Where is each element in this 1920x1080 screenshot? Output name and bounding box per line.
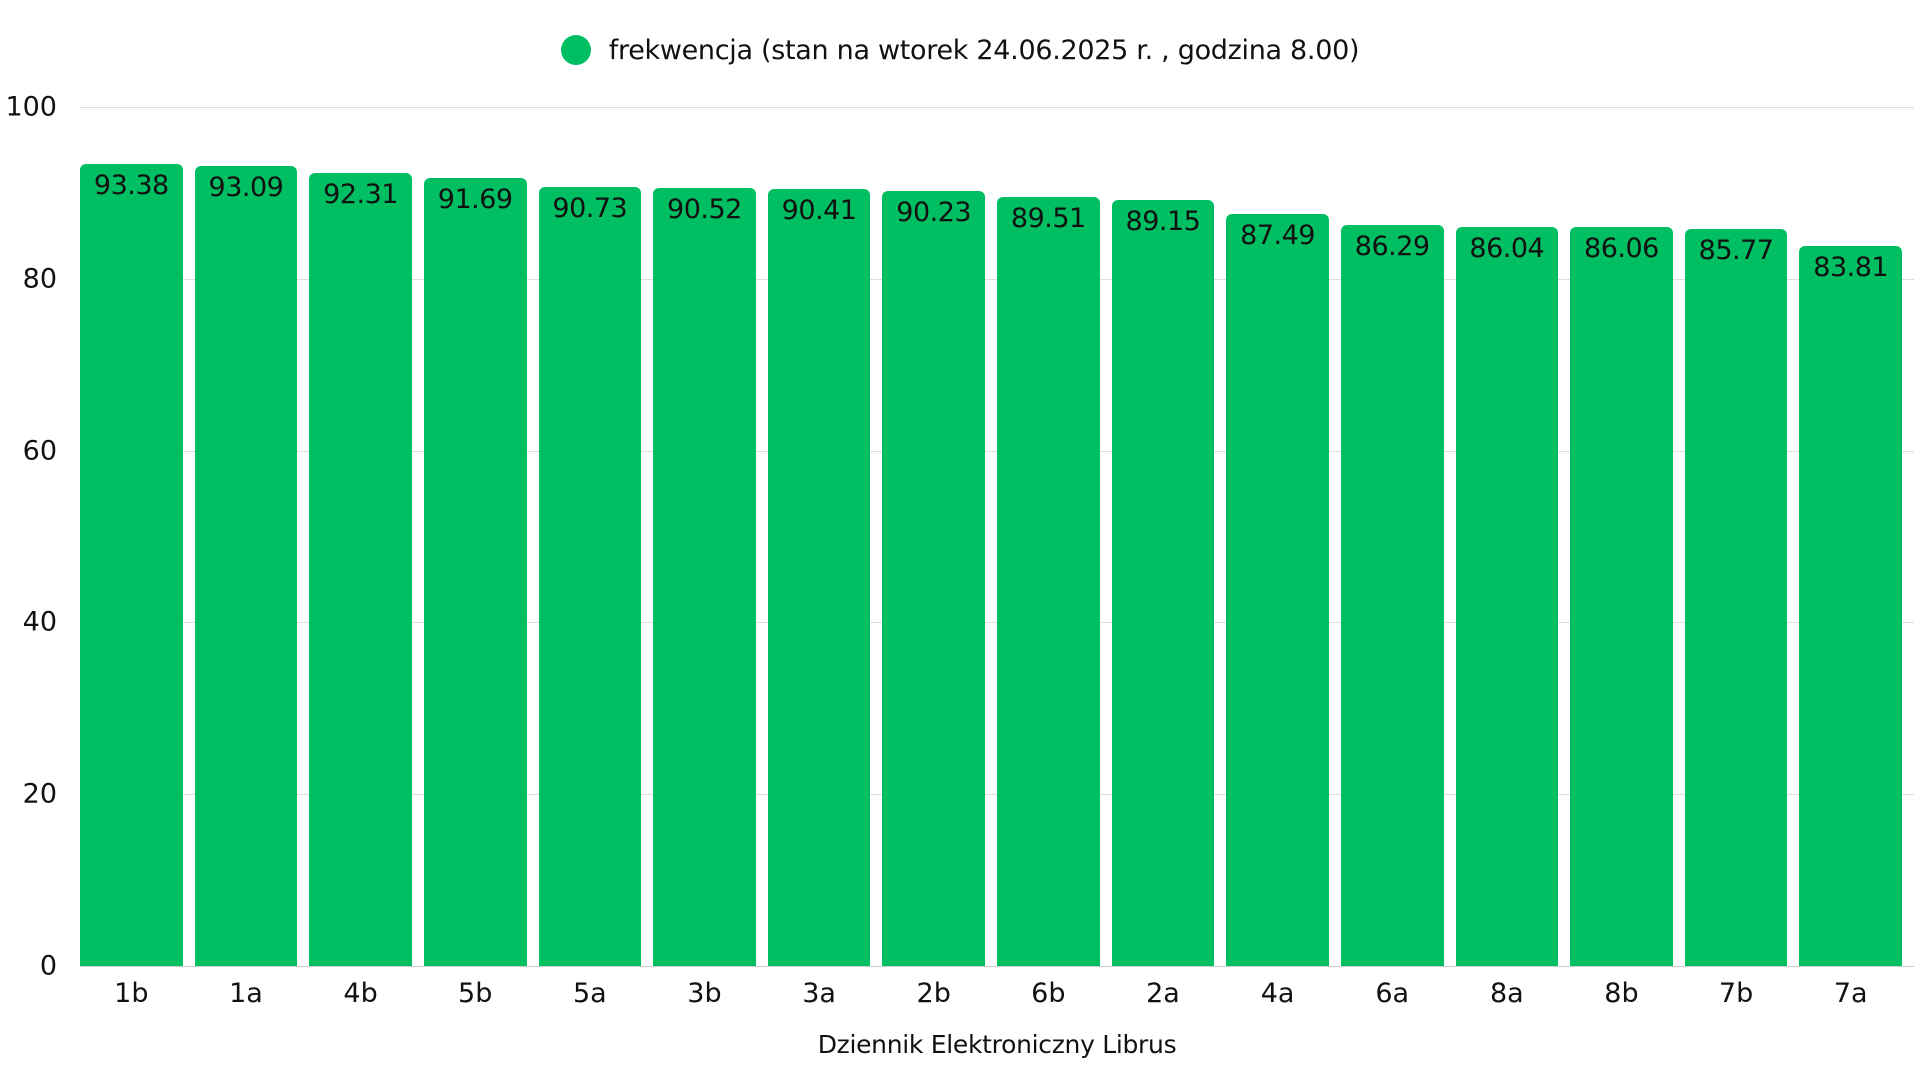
bar-4b[interactable]: 92.31 — [309, 173, 412, 966]
bar-3a[interactable]: 90.41 — [767, 189, 871, 966]
bar-6b[interactable]: 89.51 — [997, 197, 1100, 966]
y-tick-label: 60 — [22, 435, 57, 467]
bar-value-label: 90.52 — [667, 194, 742, 226]
x-tick-label: 7a — [1833, 978, 1868, 1009]
bar-7a[interactable]: 83.81 — [1799, 246, 1902, 966]
bar-value-label: 90.73 — [552, 192, 628, 224]
x-tick-label: 2b — [916, 978, 951, 1009]
plot-area: 93.38 93.09 92.31 91.69 90.73 90.52 90.41 90.23… — [80, 107, 1914, 967]
x-tick-label: 5b — [458, 978, 493, 1009]
x-tick-label: 1a — [229, 978, 263, 1009]
bar-6a[interactable]: 86.29 — [1340, 224, 1444, 966]
x-tick-label: 5a — [572, 978, 607, 1009]
x-tick-label: 1b — [114, 978, 149, 1009]
gridline — [80, 966, 1914, 967]
x-axis-title: Dziennik Elektroniczny Librus — [817, 1030, 1177, 1059]
legend-dot-icon — [560, 35, 591, 65]
x-tick-label: 8b — [1604, 978, 1639, 1009]
bar-8a[interactable]: 86.04 — [1455, 226, 1559, 966]
y-tick-label: 80 — [22, 263, 57, 295]
x-tick-label: 4b — [343, 978, 378, 1009]
x-tick-label: 6a — [1375, 978, 1410, 1009]
bar-value-label: 93.09 — [208, 172, 284, 204]
bar-value-label: 86.04 — [1469, 232, 1545, 264]
bar-value-label: 92.31 — [323, 179, 398, 211]
bar-value-label: 90.41 — [781, 195, 857, 227]
bar-3b[interactable]: 90.52 — [653, 188, 756, 966]
x-tick-label: 3b — [687, 978, 722, 1009]
y-tick-label: 20 — [22, 778, 57, 810]
bar-value-label: 93.38 — [93, 169, 169, 201]
bar-5a[interactable]: 90.73 — [538, 186, 642, 966]
x-tick-label: 3a — [802, 978, 836, 1009]
x-tick-label: 8a — [1489, 978, 1524, 1009]
x-tick-label: 4a — [1260, 978, 1295, 1009]
bar-1b[interactable]: 93.38 — [80, 163, 183, 966]
x-tick-label: 2a — [1146, 978, 1180, 1009]
bar-8b[interactable]: 86.06 — [1570, 226, 1673, 966]
x-tick-label: 7b — [1718, 978, 1754, 1009]
bar-value-label: 90.23 — [896, 196, 972, 228]
bar-7b[interactable]: 85.77 — [1684, 229, 1788, 966]
bar-value-label: 86.06 — [1584, 232, 1659, 264]
bar-value-label: 91.69 — [437, 184, 513, 216]
legend-label: frekwencja (stan na wtorek 24.06.2025 r.… — [608, 34, 1360, 66]
bar-value-label: 83.81 — [1813, 252, 1889, 284]
bar-1a[interactable]: 93.09 — [194, 166, 298, 966]
bar-value-label: 85.77 — [1698, 235, 1774, 267]
bar-2a[interactable]: 89.15 — [1111, 200, 1215, 966]
bar-4a[interactable]: 87.49 — [1226, 214, 1329, 966]
bar-value-label: 89.15 — [1125, 206, 1201, 238]
chart-legend: frekwencja (stan na wtorek 24.06.2025 r.… — [0, 30, 1920, 70]
x-tick-label: 6b — [1031, 978, 1066, 1009]
y-tick-label: 40 — [22, 606, 57, 638]
y-tick-label: 0 — [39, 950, 57, 982]
bar-2b[interactable]: 90.23 — [882, 190, 985, 966]
bar-value-label: 86.29 — [1354, 230, 1430, 262]
y-tick-label: 100 — [5, 91, 57, 123]
bar-value-label: 87.49 — [1240, 220, 1315, 252]
bar-5b[interactable]: 91.69 — [423, 178, 527, 966]
gridline — [80, 107, 1914, 108]
bar-value-label: 89.51 — [1010, 203, 1086, 235]
